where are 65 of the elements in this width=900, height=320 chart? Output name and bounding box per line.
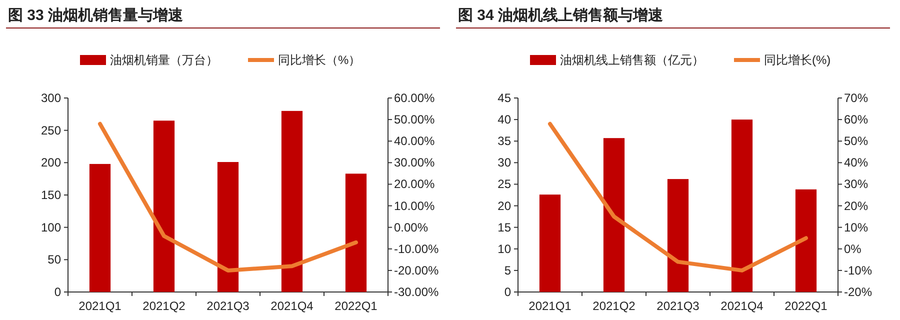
line-series (98, 122, 358, 272)
y2-tick-label: 60.00% (394, 91, 436, 105)
legend-label: 同比增长(%) (764, 53, 831, 67)
y-tick-label: 300 (40, 91, 62, 105)
y2-tick-label: 30% (844, 177, 868, 192)
chart-title: 图 34 油烟机线上销售额与增速 (458, 6, 664, 24)
x-tick-label: 2022Q1 (334, 299, 378, 313)
x-tick-label: 2021Q4 (720, 299, 764, 313)
y2-tick-label: -10% (844, 263, 872, 278)
bar (345, 174, 367, 292)
y2-tick-label: -10.00% (394, 242, 440, 256)
y-tick-label: 100 (40, 220, 62, 234)
y-tick-label: 200 (40, 156, 62, 170)
y-tick-label: 15 (498, 220, 512, 234)
y2-tick-label: 70% (844, 91, 868, 105)
y2-tick-label: -30.00% (394, 285, 440, 299)
y-tick-label: 250 (40, 123, 62, 138)
y2-tick-label: 60% (844, 112, 868, 127)
y2-tick-label: -20.00% (394, 263, 440, 278)
x-tick-label: 2021Q2 (592, 299, 636, 313)
bar (281, 110, 303, 292)
y-tick-label: 35 (498, 134, 512, 148)
x-tick-label: 2022Q1 (784, 299, 828, 313)
line-series (548, 122, 808, 272)
y-tick-label: 30 (498, 156, 512, 170)
bar (667, 179, 689, 292)
x-tick-label: 2021Q1 (78, 299, 122, 313)
x-tick-label: 2021Q3 (206, 299, 250, 313)
x-tick-label: 2021Q1 (528, 299, 572, 313)
bar (217, 162, 239, 292)
bar (603, 138, 625, 292)
y-tick-label: 20 (498, 198, 512, 213)
y2-tick-label: 40.00% (394, 134, 436, 148)
y2-tick-label: 0% (844, 242, 862, 256)
legend-label: 同比增长（%） (278, 53, 361, 67)
x-tick-label: 2021Q2 (142, 299, 186, 313)
y2-tick-label: 10% (844, 220, 868, 234)
bar (795, 189, 817, 292)
bar (89, 164, 111, 292)
y2-tick-label: 50.00% (394, 112, 436, 127)
y-tick-label: 10 (498, 242, 512, 256)
y-tick-label: 5 (504, 263, 512, 278)
legend-label: 油烟机销量（万台） (110, 53, 218, 67)
y-tick-label: 25 (498, 177, 512, 192)
legend-label: 油烟机线上销售额（亿元） (560, 53, 704, 67)
y-tick-label: 0 (504, 285, 512, 299)
y2-tick-label: 10.00% (394, 198, 436, 213)
y2-tick-label: 30.00% (394, 156, 436, 170)
y-tick-label: 40 (498, 112, 512, 127)
bar (153, 120, 175, 292)
y-tick-label: 0 (54, 285, 62, 299)
bar (539, 194, 561, 292)
y-tick-label: 45 (498, 91, 512, 105)
x-tick-label: 2021Q3 (656, 299, 700, 313)
x-tick-label: 2021Q4 (270, 299, 314, 313)
y2-tick-label: 40% (844, 156, 868, 170)
y-tick-label: 50 (48, 252, 62, 267)
chart-title: 图 33 油烟机销售量与增速 (8, 7, 184, 24)
y2-tick-label: -20% (844, 285, 872, 299)
y2-tick-label: 20% (844, 198, 868, 213)
y2-tick-label: 50% (844, 134, 868, 148)
bar (731, 120, 753, 292)
y-tick-label: 150 (40, 188, 62, 202)
y2-tick-label: 0.00% (394, 220, 428, 234)
y2-tick-label: 20.00% (394, 177, 436, 192)
